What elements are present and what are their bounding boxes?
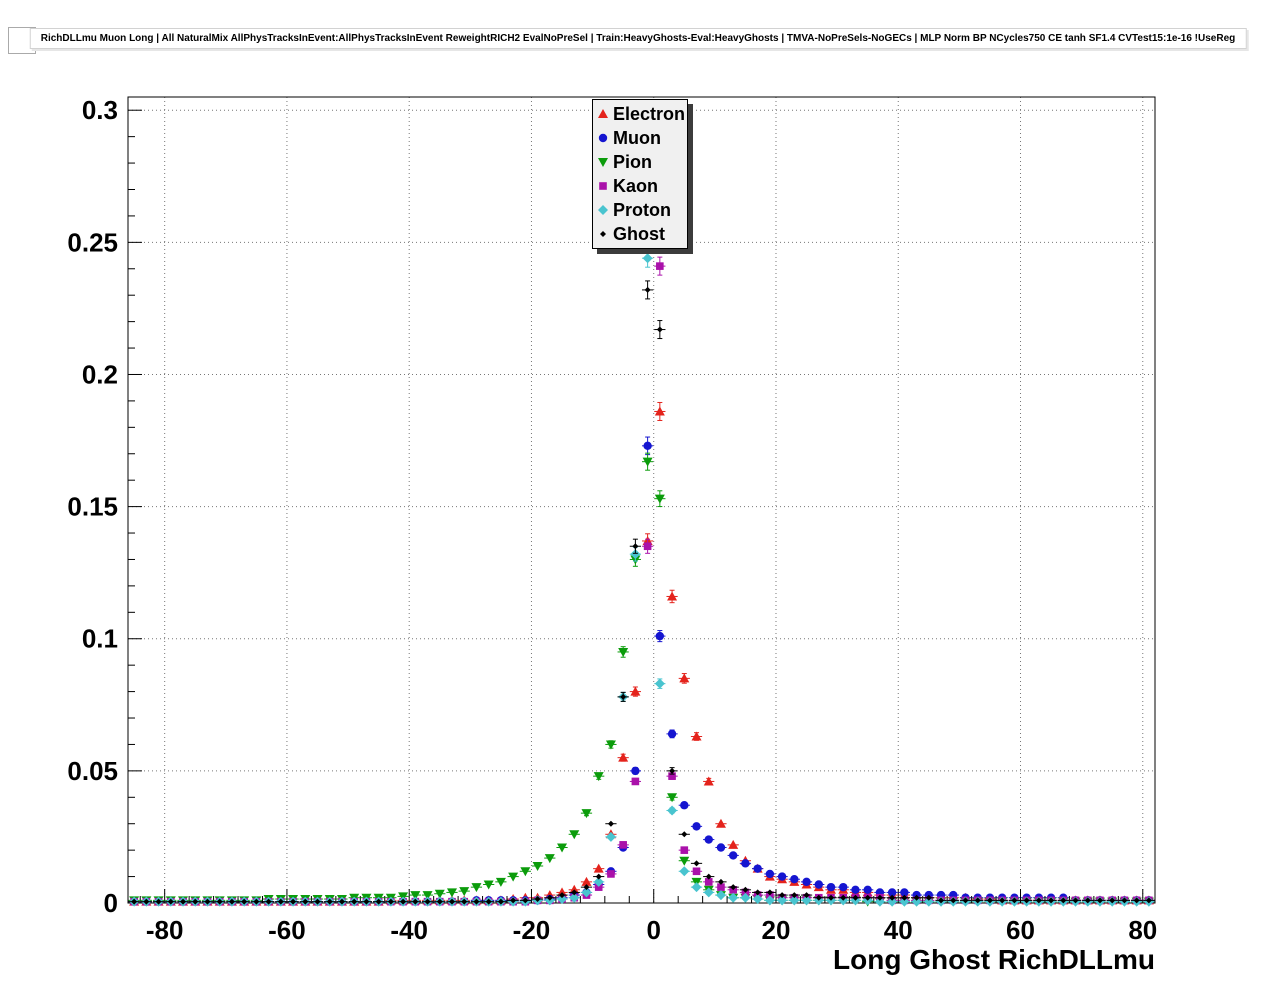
- series-ghost: [128, 280, 1155, 905]
- legend-item-muon: Muon: [595, 126, 687, 150]
- x-tick-label: -80: [146, 915, 184, 945]
- y-tick-label: 0.05: [67, 756, 118, 786]
- x-axis-title: Long Ghost RichDLLmu: [833, 944, 1155, 975]
- legend-item-pion: Pion: [595, 150, 687, 174]
- plot-title-text: RichDLLmu Muon Long | All NaturalMix All…: [40, 33, 1236, 44]
- legend-item-label: Pion: [613, 151, 652, 172]
- legend: Electron Muon Pion Kaon Proton Ghost: [592, 99, 688, 249]
- legend-item-label: Electron: [613, 103, 686, 124]
- y-tick-label: 0.1: [82, 624, 118, 654]
- legend-item-label: Kaon: [613, 175, 658, 196]
- legend-item-label: Proton: [613, 199, 671, 220]
- legend-item-kaon: Kaon: [595, 174, 687, 198]
- x-tick-label: 20: [762, 915, 791, 945]
- kaon-marker-icon: [599, 182, 607, 190]
- y-tick-label: 0: [104, 888, 118, 918]
- legend-item-label: Muon: [613, 127, 661, 148]
- x-tick-label: -40: [390, 915, 428, 945]
- x-tick-label: 40: [884, 915, 913, 945]
- legend-item-ghost: Ghost: [595, 222, 687, 246]
- muon-marker-icon: [598, 133, 608, 143]
- y-tick-label: 0.2: [82, 359, 118, 389]
- electron-marker-icon: [598, 109, 608, 118]
- x-tick-label: 60: [1006, 915, 1035, 945]
- y-tick-label: 0.15: [67, 492, 118, 522]
- plot-title: RichDLLmu Muon Long | All NaturalMix All…: [29, 28, 1247, 49]
- legend-item-electron: Electron: [595, 102, 687, 126]
- ghost-marker-icon: [600, 231, 606, 237]
- x-tick-label: 0: [646, 915, 660, 945]
- legend-item-label: Ghost: [613, 223, 665, 244]
- legend-item-proton: Proton: [595, 198, 687, 222]
- pion-marker-icon: [598, 158, 608, 167]
- x-tick-label: -20: [513, 915, 551, 945]
- x-tick-label: -60: [268, 915, 306, 945]
- proton-marker-icon: [598, 205, 608, 215]
- x-tick-label: 80: [1128, 915, 1157, 945]
- y-tick-label: 0.3: [82, 95, 118, 125]
- y-tick-label: 0.25: [67, 227, 118, 257]
